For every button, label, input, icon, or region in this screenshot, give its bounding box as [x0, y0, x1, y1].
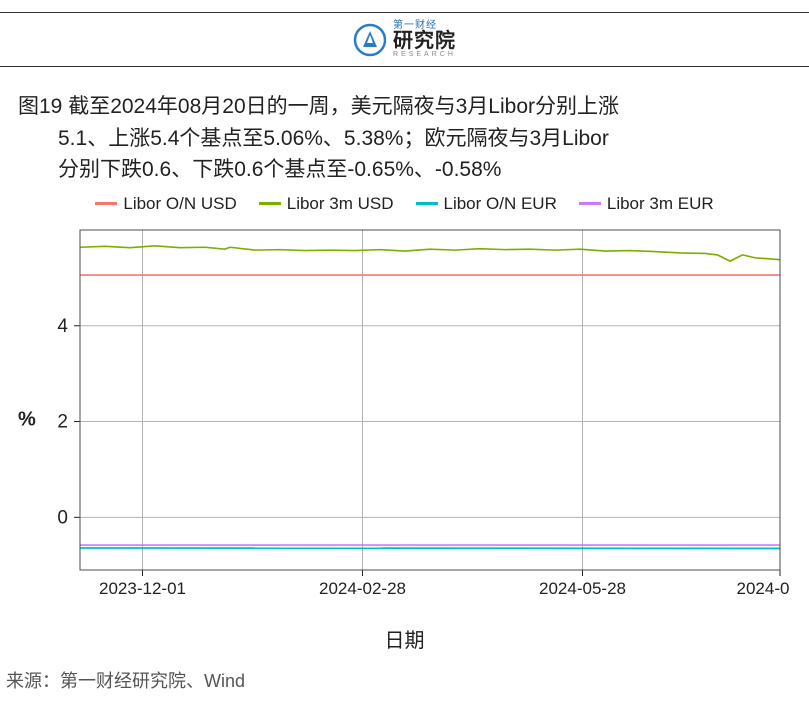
legend-swatch: [95, 202, 117, 205]
legend-item: Libor O/N USD: [95, 194, 236, 214]
source-text: 第一财经研究院、Wind: [60, 671, 245, 691]
source-line: 来源：第一财经研究院、Wind: [0, 653, 809, 693]
chart-legend: Libor O/N USD Libor 3m USD Libor O/N EUR…: [0, 192, 809, 220]
logo-big-text: 研究院: [393, 31, 456, 51]
svg-text:2024-08-20: 2024-08-20: [737, 579, 790, 598]
legend-item: Libor 3m USD: [259, 194, 394, 214]
logo-icon: [353, 23, 387, 57]
logo-text: 第一财经 研究院 RESEARCH: [393, 21, 456, 58]
legend-item: Libor O/N EUR: [416, 194, 557, 214]
legend-swatch: [416, 202, 438, 205]
page-header: 第一财经 研究院 RESEARCH: [0, 12, 809, 67]
title-line-1: 图19 截至2024年08月20日的一周，美元隔夜与3月Libor分别上涨: [18, 91, 791, 123]
chart-area: % 0 2 4 2023-12-01 2024-02-28 2024-05-28 2024-…: [20, 220, 790, 620]
legend-swatch: [579, 202, 601, 205]
y-axis-label: %: [18, 408, 36, 431]
svg-text:2024-05-28: 2024-05-28: [539, 579, 626, 598]
legend-label: Libor 3m USD: [287, 194, 394, 214]
svg-text:2023-12-01: 2023-12-01: [99, 579, 186, 598]
source-prefix: 来源：: [6, 671, 60, 691]
legend-label: Libor O/N USD: [123, 194, 236, 214]
svg-text:0: 0: [57, 507, 68, 528]
chart-title: 图19 截至2024年08月20日的一周，美元隔夜与3月Libor分别上涨 5.…: [0, 67, 809, 192]
title-line-2: 5.1、上涨5.4个基点至5.06%、5.38%；欧元隔夜与3月Libor: [18, 123, 791, 155]
x-axis-label: 日期: [0, 624, 809, 653]
legend-item: Libor 3m EUR: [579, 194, 714, 214]
line-chart: 0 2 4 2023-12-01 2024-02-28 2024-05-28 2024-08…: [20, 220, 790, 620]
svg-text:2: 2: [57, 411, 68, 432]
legend-label: Libor 3m EUR: [607, 194, 714, 214]
svg-text:4: 4: [57, 315, 68, 336]
logo: 第一财经 研究院 RESEARCH: [353, 21, 456, 58]
legend-label: Libor O/N EUR: [444, 194, 557, 214]
logo-sub-text: RESEARCH: [393, 51, 456, 58]
legend-swatch: [259, 202, 281, 205]
svg-text:2024-02-28: 2024-02-28: [319, 579, 406, 598]
title-line-3: 分别下跌0.6、下跌0.6个基点至-0.65%、-0.58%: [18, 154, 791, 186]
